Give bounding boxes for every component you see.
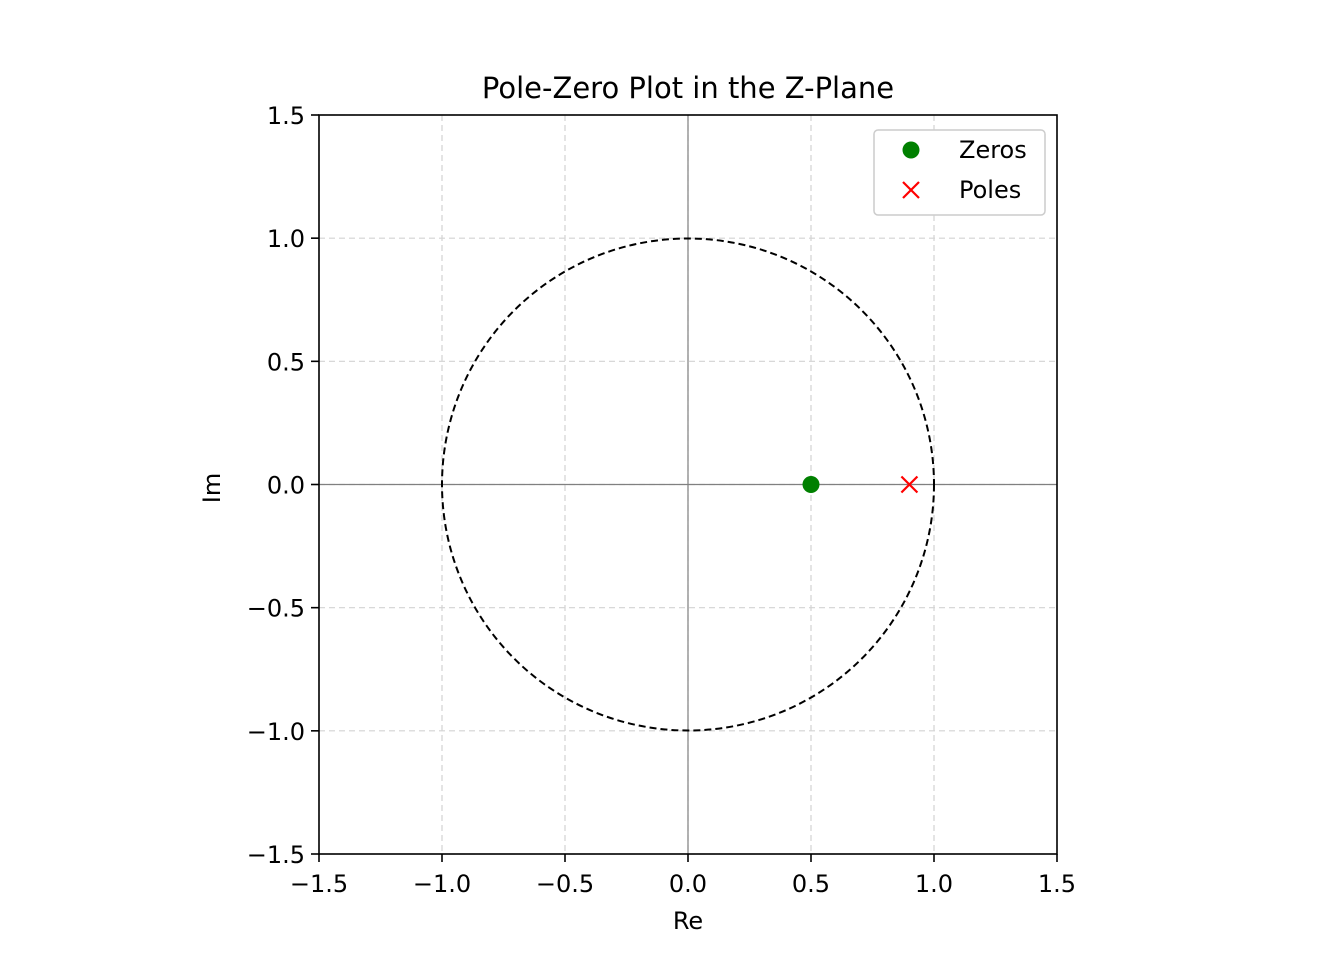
legend-marker-poles-stroke-b	[902, 181, 920, 199]
y-tick-label-1: −1.0	[247, 718, 305, 746]
legend-marker-zeros	[902, 141, 920, 159]
x-tick-label-0: −1.5	[290, 870, 348, 898]
legend-label-zeros: Zeros	[959, 136, 1027, 164]
y-tick-label-2: −0.5	[247, 595, 305, 623]
x-tick-label-2: −0.5	[536, 870, 594, 898]
x-tick-label-3: 0.0	[669, 870, 707, 898]
x-axis-title: Re	[673, 907, 703, 935]
y-tick-label-6: 1.5	[267, 102, 305, 130]
poles-point-0-stroke-b	[900, 475, 919, 494]
plot-area: −1.5 −1.0 −0.5 0.0 0.5 1.0 1.5 −1.5 −1.0 −0.5 0.0 0…	[247, 102, 1076, 898]
x-tick-label-5: 1.0	[915, 870, 953, 898]
y-tick-label-4: 0.5	[267, 348, 305, 376]
y-tick-label-0: −1.5	[247, 841, 305, 869]
legend-entry-zeros: Zeros	[902, 136, 1027, 164]
zeros-point-0	[802, 476, 820, 493]
chart-title: Pole-Zero Plot in the Z-Plane	[482, 71, 894, 105]
legend-entry-poles: Poles	[902, 176, 1021, 204]
x-tick-label-6: 1.5	[1038, 870, 1076, 898]
y-tick-label-3: 0.0	[267, 472, 305, 500]
x-tick-label-1: −1.0	[413, 870, 471, 898]
y-axis-title: Im	[198, 473, 226, 503]
x-tick-label-4: 0.5	[792, 870, 830, 898]
legend: Zeros Poles	[873, 129, 1046, 216]
unit-circle	[441, 237, 935, 732]
legend-label-poles: Poles	[959, 176, 1021, 204]
y-tick-label-5: 1.0	[267, 225, 305, 253]
poles-point-0	[900, 475, 919, 494]
legend-marker-poles	[902, 181, 920, 199]
